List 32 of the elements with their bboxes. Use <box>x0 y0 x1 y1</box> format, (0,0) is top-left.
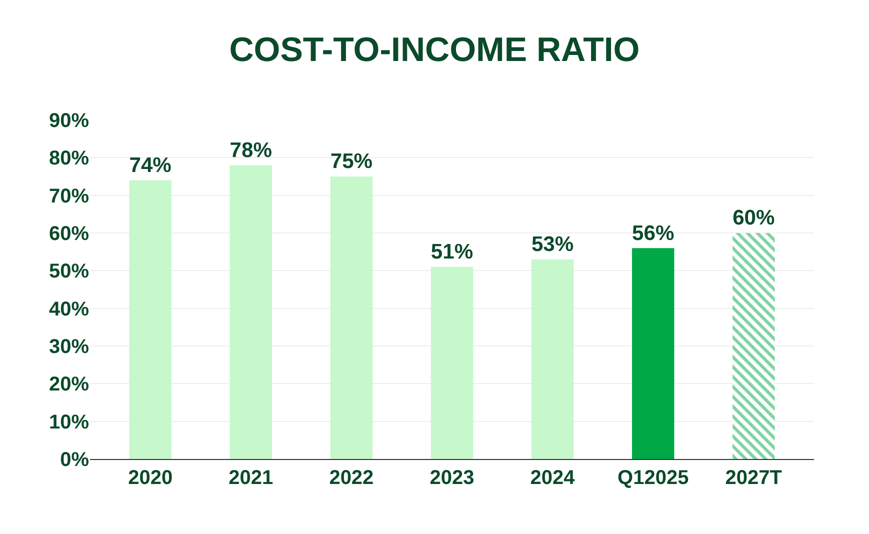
bar <box>129 180 172 459</box>
bar <box>732 233 775 459</box>
data-label: 78% <box>230 138 272 162</box>
data-label: 56% <box>632 222 674 245</box>
bar <box>330 176 373 459</box>
y-tick-label: 90% <box>48 110 90 132</box>
y-tick-label: 70% <box>48 185 90 208</box>
x-tick-label: Q12025 <box>618 467 689 489</box>
y-tick-label: 20% <box>48 374 90 396</box>
y-tick-label: 50% <box>48 260 90 283</box>
bar <box>531 259 574 459</box>
data-label: 74% <box>129 154 172 177</box>
y-tick-label: 80% <box>48 148 90 170</box>
y-tick-label: 60% <box>48 223 90 245</box>
x-tick-label: 2021 <box>228 467 274 489</box>
chart-title: COST-TO-INCOME RATIO <box>229 31 640 70</box>
bar <box>632 248 674 459</box>
y-tick-label: 40% <box>48 298 90 320</box>
bar <box>430 266 474 459</box>
data-label: 75% <box>330 150 373 174</box>
bar <box>230 165 272 459</box>
x-tick-label: 2020 <box>128 467 173 489</box>
y-tick-label: 10% <box>48 411 90 434</box>
x-tick-label: 2024 <box>530 467 576 489</box>
x-tick-label: 2022 <box>329 467 374 489</box>
data-label: 53% <box>531 233 574 256</box>
x-tick-label: 2027T <box>725 467 782 489</box>
y-tick-label: 30% <box>48 336 90 358</box>
data-label: 60% <box>732 206 776 230</box>
x-tick-label: 2023 <box>430 467 474 489</box>
data-label: 51% <box>430 240 474 264</box>
y-tick-label: 0% <box>60 449 90 471</box>
